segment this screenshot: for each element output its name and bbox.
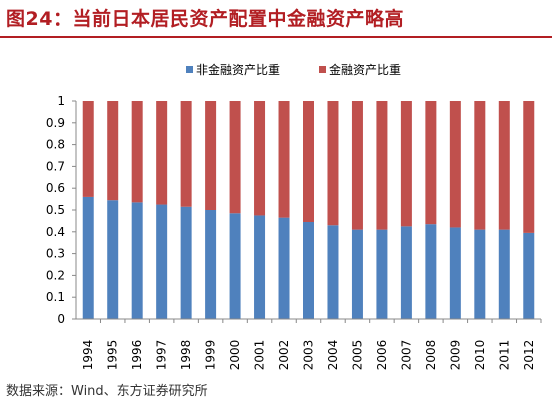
title-underline	[0, 36, 552, 38]
x-tick-label: 2004	[326, 340, 340, 371]
x-tick-label: 1996	[130, 340, 144, 371]
bar-nonfinancial-2011	[498, 229, 510, 319]
bar-nonfinancial-2001	[254, 215, 266, 319]
y-tick-label: 0.5	[46, 203, 65, 217]
legend-swatch	[319, 66, 326, 73]
y-tick-label: 0.6	[46, 181, 65, 195]
y-tick-label: 0.7	[46, 159, 65, 173]
bar-nonfinancial-2008	[425, 224, 437, 319]
bar-nonfinancial-1994	[82, 196, 94, 319]
x-tick-label: 2010	[473, 340, 487, 371]
x-tick-label: 2008	[424, 340, 438, 371]
bar-financial-2002	[278, 101, 290, 218]
x-tick-label: 2000	[228, 340, 242, 371]
x-tick-label: 2002	[277, 340, 291, 371]
bar-financial-2009	[449, 101, 461, 228]
bar-financial-2006	[376, 101, 388, 230]
y-tick-label: 0.3	[46, 247, 65, 261]
legend-label: 金融资产比重	[329, 62, 401, 77]
bar-nonfinancial-2010	[474, 229, 486, 319]
x-tick-label: 2006	[375, 340, 389, 371]
x-tick-label: 2009	[448, 340, 462, 371]
bar-financial-2011	[498, 101, 510, 230]
bar-financial-2000	[229, 101, 241, 214]
x-tick-label: 2001	[253, 340, 267, 371]
bar-financial-2008	[425, 101, 437, 225]
bar-financial-2012	[523, 101, 535, 233]
bar-financial-1998	[180, 101, 192, 207]
y-tick-label: 0.9	[46, 116, 65, 130]
x-tick-label: 1995	[106, 340, 120, 371]
bar-nonfinancial-2002	[278, 217, 290, 319]
x-tick-label: 1994	[81, 340, 95, 371]
y-tick-label: 0.1	[46, 290, 65, 304]
bar-financial-2001	[254, 101, 266, 216]
x-tick-label: 2005	[350, 340, 364, 371]
y-axis: 0 0.1 0.2 0.3 0.4 0.5 0.6 0.7 0.8 0.9 1	[46, 94, 77, 326]
bars-group	[82, 101, 535, 319]
bar-nonfinancial-2006	[376, 229, 388, 319]
x-tick-label: 1999	[204, 340, 218, 371]
bar-financial-2007	[400, 101, 412, 227]
y-tick-label: 0.8	[46, 138, 65, 152]
y-tick-label: 1	[57, 94, 65, 108]
y-tick-label: 0.4	[46, 225, 65, 239]
bar-nonfinancial-1997	[156, 204, 168, 319]
bar-financial-1999	[205, 101, 217, 210]
stacked-bar-chart: 非金融资产比重 金融资产比重 00.10.20.30.40.50.60.70.80…	[46, 62, 542, 371]
bar-financial-1995	[107, 101, 119, 201]
bar-financial-1997	[156, 101, 168, 205]
x-tick-label: 2007	[399, 340, 413, 371]
bar-nonfinancial-2012	[523, 232, 535, 319]
bar-nonfinancial-2005	[351, 229, 363, 319]
bar-financial-2005	[351, 101, 363, 230]
y-tick-label: 0.2	[46, 268, 65, 282]
x-axis: 1994 1995 1996 1997 1998 1999 2000 2001 2002 2003…	[76, 318, 542, 371]
bar-nonfinancial-2007	[400, 226, 412, 319]
chart-legend: 非金融资产比重 金融资产比重	[186, 62, 401, 77]
bar-nonfinancial-1996	[131, 202, 143, 319]
x-tick-label: 2012	[522, 340, 536, 371]
bar-nonfinancial-1998	[180, 206, 192, 319]
figure-title: 图24：当前日本居民资产配置中金融资产略高	[6, 8, 404, 30]
bar-nonfinancial-2004	[327, 225, 339, 319]
data-source-note: 数据来源：Wind、东方证券研究所	[6, 384, 208, 399]
legend-swatch	[186, 66, 193, 73]
x-tick-label: 1998	[179, 340, 193, 371]
bar-financial-1994	[82, 101, 94, 197]
bar-nonfinancial-1995	[107, 200, 119, 319]
bar-nonfinancial-2000	[229, 213, 241, 319]
bar-nonfinancial-1999	[205, 210, 217, 319]
x-tick-label: 2011	[497, 340, 511, 371]
bar-nonfinancial-2009	[449, 227, 461, 319]
bar-financial-2003	[303, 101, 314, 222]
bar-financial-2010	[474, 101, 486, 230]
bar-financial-2004	[327, 101, 339, 226]
x-tick-label: 2003	[302, 340, 316, 371]
x-tick-label: 1997	[155, 340, 169, 371]
bar-nonfinancial-2003	[303, 221, 314, 319]
y-tick-label: 0	[57, 312, 65, 326]
bar-financial-1996	[131, 101, 143, 203]
legend-label: 非金融资产比重	[196, 62, 280, 77]
